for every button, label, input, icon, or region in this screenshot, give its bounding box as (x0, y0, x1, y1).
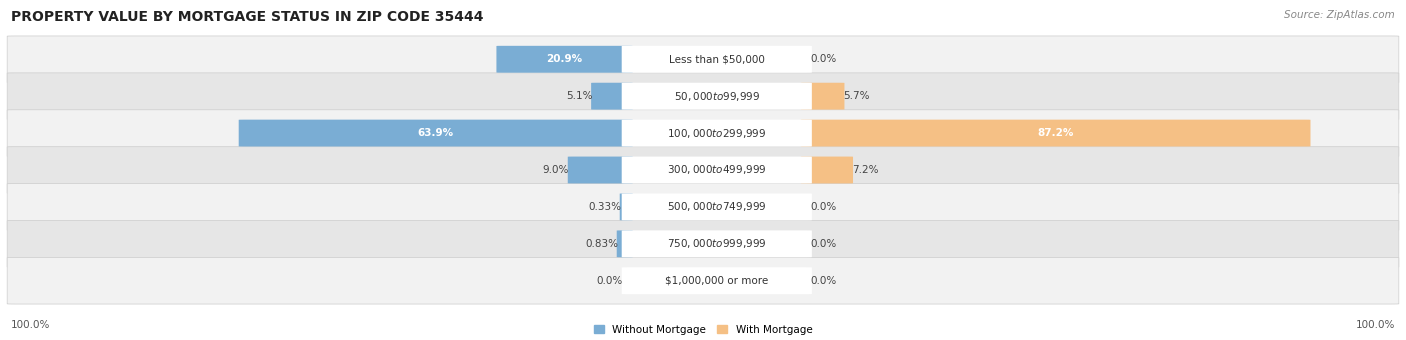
FancyBboxPatch shape (239, 120, 633, 147)
FancyBboxPatch shape (617, 231, 633, 257)
Text: PROPERTY VALUE BY MORTGAGE STATUS IN ZIP CODE 35444: PROPERTY VALUE BY MORTGAGE STATUS IN ZIP… (11, 10, 484, 24)
FancyBboxPatch shape (7, 73, 1399, 119)
FancyBboxPatch shape (620, 193, 633, 220)
Text: 0.0%: 0.0% (810, 54, 837, 64)
Text: 0.0%: 0.0% (810, 276, 837, 286)
FancyBboxPatch shape (801, 156, 853, 184)
FancyBboxPatch shape (621, 120, 811, 147)
Text: 0.0%: 0.0% (810, 239, 837, 249)
Text: 9.0%: 9.0% (543, 165, 569, 175)
FancyBboxPatch shape (7, 36, 1399, 83)
FancyBboxPatch shape (621, 231, 811, 257)
FancyBboxPatch shape (801, 120, 1310, 147)
Text: $500,000 to $749,999: $500,000 to $749,999 (666, 200, 766, 214)
Text: 0.0%: 0.0% (810, 202, 837, 212)
FancyBboxPatch shape (801, 83, 845, 109)
FancyBboxPatch shape (496, 46, 633, 73)
FancyBboxPatch shape (7, 110, 1399, 156)
Text: 100.0%: 100.0% (11, 320, 51, 330)
Text: 100.0%: 100.0% (1355, 320, 1395, 330)
Text: 0.33%: 0.33% (588, 202, 621, 212)
FancyBboxPatch shape (621, 46, 811, 73)
Text: 0.0%: 0.0% (596, 276, 623, 286)
FancyBboxPatch shape (591, 83, 633, 109)
Text: 20.9%: 20.9% (547, 54, 582, 64)
FancyBboxPatch shape (7, 147, 1399, 193)
Text: $1,000,000 or more: $1,000,000 or more (665, 276, 769, 286)
FancyBboxPatch shape (7, 184, 1399, 230)
Text: 7.2%: 7.2% (852, 165, 879, 175)
FancyBboxPatch shape (7, 257, 1399, 304)
Legend: Without Mortgage, With Mortgage: Without Mortgage, With Mortgage (593, 325, 813, 335)
Text: 87.2%: 87.2% (1038, 128, 1074, 138)
Text: 0.83%: 0.83% (585, 239, 619, 249)
FancyBboxPatch shape (7, 221, 1399, 267)
Text: $750,000 to $999,999: $750,000 to $999,999 (666, 237, 766, 250)
Text: Source: ZipAtlas.com: Source: ZipAtlas.com (1284, 10, 1395, 20)
FancyBboxPatch shape (621, 156, 811, 184)
Text: 63.9%: 63.9% (418, 128, 454, 138)
Text: 5.7%: 5.7% (844, 91, 869, 101)
FancyBboxPatch shape (621, 83, 811, 109)
Text: $300,000 to $499,999: $300,000 to $499,999 (666, 164, 766, 176)
Text: Less than $50,000: Less than $50,000 (669, 54, 765, 64)
Text: $50,000 to $99,999: $50,000 to $99,999 (673, 90, 759, 103)
FancyBboxPatch shape (621, 267, 811, 294)
FancyBboxPatch shape (568, 156, 633, 184)
FancyBboxPatch shape (621, 193, 811, 220)
Text: 5.1%: 5.1% (567, 91, 592, 101)
Text: $100,000 to $299,999: $100,000 to $299,999 (666, 126, 766, 140)
